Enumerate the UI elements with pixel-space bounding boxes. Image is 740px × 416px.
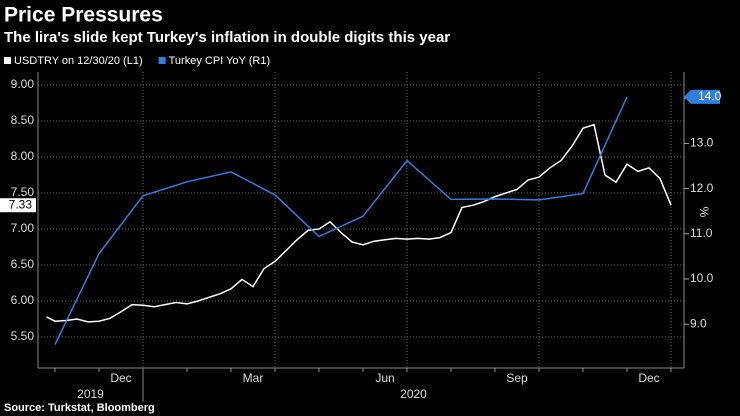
y-tick-label: 7.50	[11, 185, 35, 199]
chart-title: Price Pressures	[4, 4, 163, 27]
y2-axis-label: %	[697, 207, 711, 218]
y-tick-label: 7.00	[11, 221, 35, 235]
legend-label: USDTRY on 12/30/20 (L1)	[14, 55, 143, 67]
last-value-tag: 7.33	[0, 197, 36, 213]
y-tick-label: 8.50	[11, 113, 35, 127]
y2-tick-label: 12.0	[690, 181, 714, 195]
x-tick-label: Dec	[638, 371, 659, 385]
last-value-tag: 14.0	[684, 89, 722, 104]
y-tick-label: 5.50	[11, 329, 35, 343]
y2-tick-label: 9.0	[690, 316, 707, 330]
y2-tick-label: 11.0	[690, 226, 713, 240]
y-tick-label: 6.50	[11, 257, 35, 271]
x-tick-label: Mar	[243, 371, 264, 385]
year-label: 2020	[400, 387, 427, 401]
y2-tick-label: 13.0	[690, 136, 714, 150]
y-tick-label: 6.00	[11, 293, 35, 307]
x-tick-label: Dec	[110, 371, 131, 385]
series-line	[46, 123, 672, 323]
year-label: 2019	[77, 387, 104, 401]
value-label: 7.33	[9, 197, 33, 211]
tag-box	[0, 198, 36, 213]
x-tick-label: Jun	[375, 371, 394, 385]
y2-tick-label: 10.0	[690, 271, 714, 285]
legend-swatch	[158, 57, 166, 64]
y-tick-label: 8.00	[11, 149, 35, 163]
source: Source: Turkstat, Bloomberg	[4, 402, 155, 414]
series-line	[54, 96, 628, 345]
value-label: 14.0	[698, 89, 722, 103]
legend-swatch	[4, 57, 11, 64]
tag-box	[684, 89, 720, 104]
y-tick-label: 9.00	[11, 77, 35, 91]
x-tick-label: Sep	[506, 371, 528, 385]
legend-label: Turkey CPI YoY (R1)	[169, 55, 271, 67]
chart-subtitle: The lira's slide kept Turkey's inflation…	[4, 29, 450, 46]
